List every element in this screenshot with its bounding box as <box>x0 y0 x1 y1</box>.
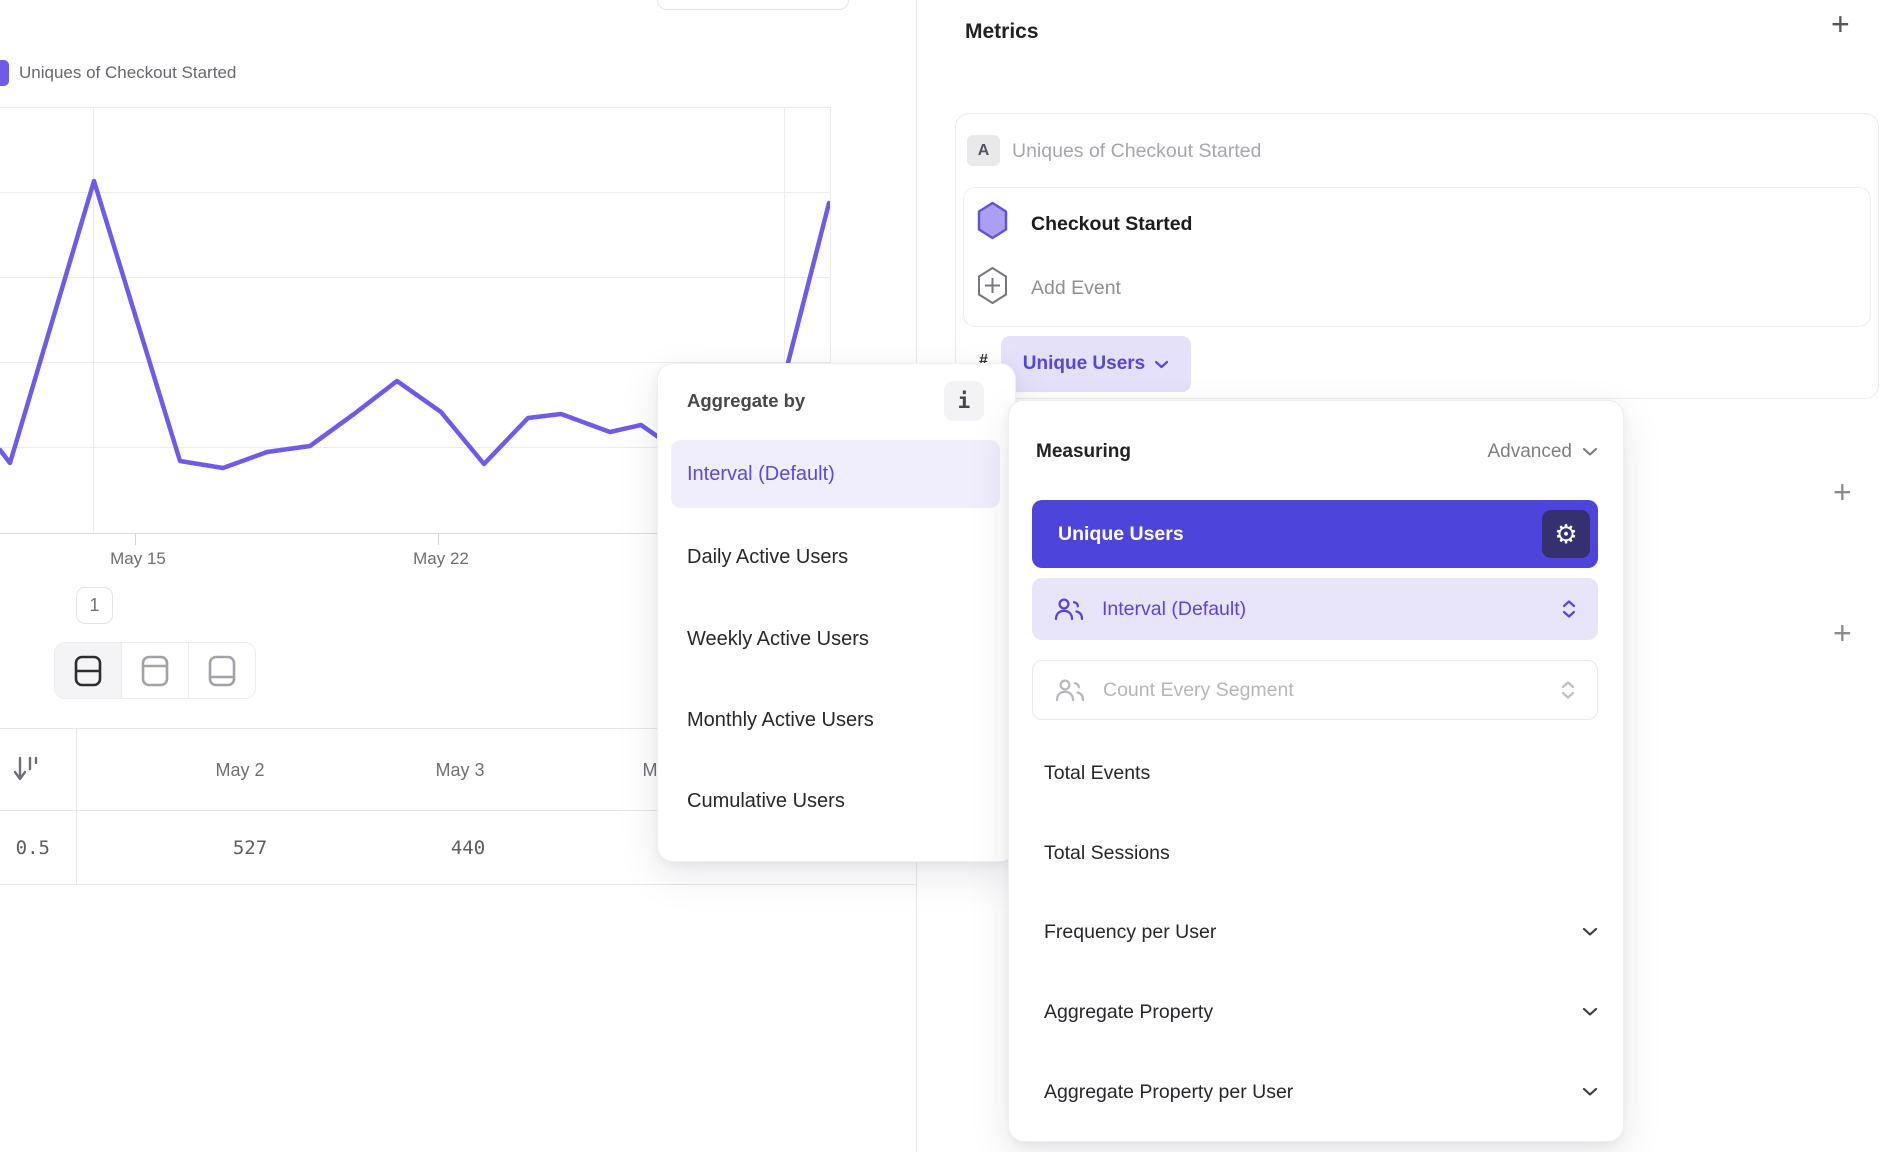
table-column-separator <box>76 728 77 884</box>
measurement-chip[interactable]: Unique Users <box>1001 336 1191 392</box>
hash-symbol: # <box>979 352 988 369</box>
measuring-option-unique-users[interactable]: Unique Users <box>1032 500 1598 568</box>
truncated-toolbar-button[interactable] <box>657 0 849 10</box>
view-toggle-split[interactable] <box>55 643 122 698</box>
metric-letter-badge: A <box>967 135 1000 166</box>
sort-icon[interactable] <box>12 752 42 791</box>
popover-item-weekly-active-users[interactable]: Weekly Active Users <box>687 628 869 650</box>
measuring-option-total-events[interactable]: Total Events <box>1044 749 1598 797</box>
line-series <box>0 178 830 475</box>
series-legend-label: Uniques of Checkout Started <box>19 63 237 82</box>
chart-gridlines <box>0 107 830 533</box>
unique-users-label: Unique Users <box>1058 522 1184 545</box>
popover-selected-highlight <box>671 440 1000 508</box>
measuring-option-total-sessions[interactable]: Total Sessions <box>1044 829 1598 877</box>
aggregate-property-label: Aggregate Property <box>1044 1000 1214 1023</box>
x-tick-may15 <box>135 533 136 545</box>
total-events-label: Total Events <box>1044 761 1151 784</box>
total-sessions-label: Total Sessions <box>1044 841 1170 864</box>
event-name[interactable]: Checkout Started <box>1031 213 1193 235</box>
view-toggle <box>54 642 256 699</box>
chart-right-border <box>830 107 831 533</box>
table-view-icon <box>208 655 236 686</box>
advanced-toggle[interactable]: Advanced <box>1380 438 1598 466</box>
table-cell-may3: 440 <box>450 837 486 859</box>
metric-name-field[interactable]: Uniques of Checkout Started <box>1012 140 1262 162</box>
users-icon-disabled <box>1055 678 1085 702</box>
chevron-down-icon <box>1582 447 1598 456</box>
table-top-border <box>0 728 916 729</box>
popover-item-monthly-active-users[interactable]: Monthly Active Users <box>687 709 874 731</box>
gear-icon[interactable]: ⚙ <box>1542 510 1590 558</box>
select-arrows-icon <box>1562 600 1576 618</box>
table-cell-may2: 527 <box>232 837 268 859</box>
table-cell-frozen: 0.5 <box>15 837 50 859</box>
table-bottom-border <box>0 884 916 885</box>
popover-item-daily-active-users[interactable]: Daily Active Users <box>687 546 849 568</box>
event-hexagon-icon <box>977 201 1008 245</box>
chart-view-icon <box>141 655 169 686</box>
select-arrows-icon <box>1561 681 1575 699</box>
add-breakdown-button[interactable]: + <box>1833 474 1852 510</box>
measuring-segment-select[interactable]: Count Every Segment <box>1032 660 1598 720</box>
measurement-chip-label: Unique Users <box>1022 353 1146 374</box>
measuring-title: Measuring <box>1036 441 1132 462</box>
table-header-may3[interactable]: May 3 <box>435 760 485 780</box>
interval-label: Interval (Default) <box>1102 597 1247 620</box>
frequency-per-user-label: Frequency per User <box>1044 920 1217 943</box>
chevron-down-icon <box>1582 1087 1598 1096</box>
advanced-label: Advanced <box>1487 441 1572 462</box>
add-event-label[interactable]: Add Event <box>1031 277 1121 299</box>
add-metric-button[interactable]: + <box>1831 6 1850 42</box>
view-toggle-chart[interactable] <box>122 643 189 698</box>
metrics-panel-title: Metrics <box>965 20 1039 43</box>
aggregate-by-title: Aggregate by <box>687 390 806 411</box>
chevron-down-icon <box>1582 1007 1598 1016</box>
measuring-option-frequency-per-user[interactable]: Frequency per User <box>1044 908 1598 956</box>
popover-item-cumulative-users[interactable]: Cumulative Users <box>687 790 845 812</box>
x-label-may22: May 22 <box>413 549 469 568</box>
add-filter-button[interactable]: + <box>1833 615 1852 651</box>
count-every-segment-label: Count Every Segment <box>1103 678 1294 701</box>
line-chart <box>0 107 830 533</box>
x-tick-may22 <box>438 533 439 545</box>
chevron-down-icon <box>1582 927 1598 936</box>
add-event-icon[interactable] <box>977 266 1008 310</box>
measuring-option-aggregate-property-per-user[interactable]: Aggregate Property per User <box>1044 1068 1598 1116</box>
info-icon[interactable]: i <box>944 381 984 421</box>
measuring-option-aggregate-property[interactable]: Aggregate Property <box>1044 988 1598 1036</box>
view-toggle-table[interactable] <box>189 643 255 698</box>
x-axis-line <box>0 533 916 534</box>
event-box <box>963 187 1871 327</box>
popover-item-interval-default[interactable]: Interval (Default) <box>687 463 835 485</box>
table-header-may2[interactable]: May 2 <box>215 760 265 780</box>
users-icon <box>1054 597 1084 621</box>
page-number-badge[interactable]: 1 <box>76 587 113 624</box>
series-legend-marker <box>0 60 9 86</box>
chevron-down-icon <box>1155 360 1169 368</box>
x-label-may15: May 15 <box>110 549 166 568</box>
measuring-interval-select[interactable]: Interval (Default) <box>1032 578 1598 640</box>
split-view-icon <box>74 655 102 686</box>
table-header-border <box>0 810 916 811</box>
table-header-partial[interactable]: M <box>642 760 658 780</box>
aggregate-property-per-user-label: Aggregate Property per User <box>1044 1080 1294 1103</box>
